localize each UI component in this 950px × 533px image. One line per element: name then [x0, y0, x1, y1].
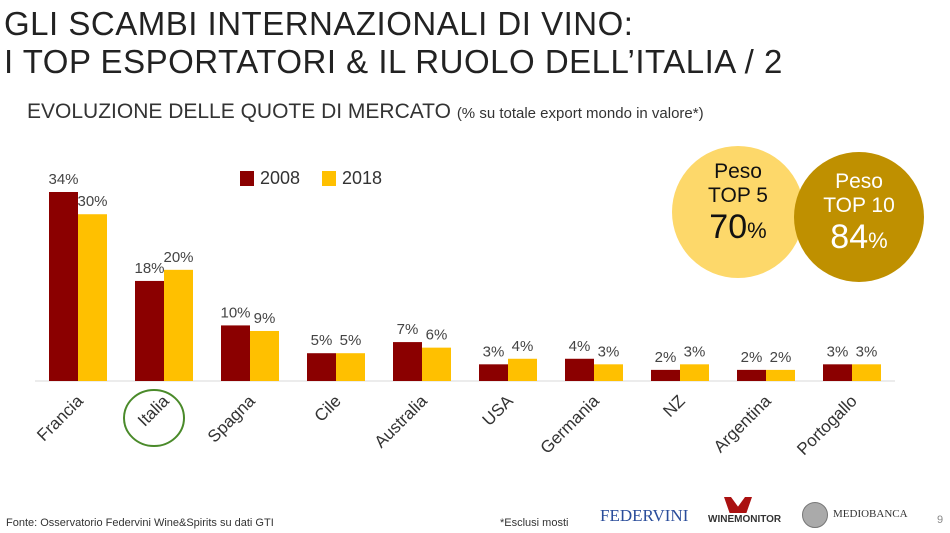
- title-line-1: GLI SCAMBI INTERNAZIONALI DI VINO:: [4, 5, 634, 42]
- data-label-2008-australia: 7%: [397, 321, 419, 338]
- top10-value: 84: [830, 218, 869, 256]
- chart-subtitle: (% su totale export mondo in valore*): [456, 105, 704, 122]
- page-number: 9: [937, 514, 944, 526]
- winemonitor-logo: WINEMONITOR: [708, 514, 782, 525]
- data-label-2018-portogallo: 3%: [856, 343, 878, 360]
- data-label-2018-germania: 3%: [598, 343, 620, 360]
- bar-2018-germania: [594, 364, 623, 381]
- top5-unit: %: [747, 218, 767, 243]
- bar-2018-italia: [164, 269, 193, 381]
- bar-2008-nz: [651, 369, 680, 381]
- mediobanca-logo: MEDIOBANCA: [833, 508, 908, 520]
- bar-2008-italia: [135, 280, 164, 381]
- data-label-2018-spagna: 9%: [254, 310, 276, 327]
- data-label-2018-italia: 20%: [163, 249, 193, 266]
- data-label-2008-argentina: 2%: [741, 349, 763, 366]
- legend-swatch-2018: [322, 171, 336, 186]
- category-label-usa: USA: [479, 391, 518, 430]
- highlight-circle: [123, 389, 185, 447]
- data-label-2008-francia: 34%: [48, 171, 78, 188]
- top10-line2: TOP 10: [823, 194, 895, 217]
- data-label-2018-argentina: 2%: [770, 349, 792, 366]
- data-label-2008-spagna: 10%: [220, 304, 250, 321]
- category-label-portogallo: Portogallo: [793, 391, 861, 459]
- top10-line1: Peso: [835, 170, 883, 193]
- data-label-2008-italia: 18%: [134, 260, 164, 277]
- top5-line1: Peso: [714, 160, 762, 183]
- data-label-2008-germania: 4%: [569, 338, 591, 355]
- data-label-2008-nz: 2%: [655, 349, 677, 366]
- legend-label-2018: 2018: [342, 168, 382, 188]
- bar-2008-usa: [479, 364, 508, 381]
- bar-2018-cile: [336, 353, 365, 381]
- category-label-spagna: Spagna: [204, 391, 259, 446]
- legend-swatch-2008: [240, 171, 254, 186]
- bar-2018-usa: [508, 358, 537, 381]
- bar-2008-cile: [307, 353, 336, 381]
- bar-2008-spagna: [221, 325, 250, 381]
- category-label-cile: Cile: [311, 391, 345, 425]
- bar-2018-argentina: [766, 369, 795, 381]
- category-label-germania: Germania: [537, 391, 604, 458]
- bar-2008-germania: [565, 358, 594, 381]
- chart-title-text: EVOLUZIONE DELLE QUOTE DI MERCATO: [27, 100, 451, 123]
- data-label-2018-nz: 3%: [684, 343, 706, 360]
- top5-value: 70: [709, 208, 748, 246]
- source-note: Fonte: Osservatorio Federvini Wine&Spiri…: [6, 517, 274, 529]
- bar-2018-australia: [422, 347, 451, 381]
- mediobanca-seal-icon: [802, 502, 828, 528]
- category-label-italia: Italia: [134, 391, 173, 430]
- category-label-argentina: Argentina: [710, 391, 775, 456]
- federvini-logo: FEDERVINI: [600, 506, 689, 525]
- bar-2018-portogallo: [852, 364, 881, 381]
- category-label-nz: NZ: [659, 391, 688, 420]
- footnote: *Esclusi mosti: [500, 517, 569, 529]
- bar-2018-spagna: [250, 330, 279, 381]
- data-label-2018-cile: 5%: [340, 332, 362, 349]
- data-label-2018-usa: 4%: [512, 338, 534, 355]
- bar-2008-francia: [49, 192, 78, 381]
- data-label-2008-usa: 3%: [483, 343, 505, 360]
- data-label-2008-cile: 5%: [311, 332, 333, 349]
- category-label-australia: Australia: [371, 391, 432, 452]
- title-line-2: I TOP ESPORTATORI & IL RUOLO DELL’ITALIA…: [4, 43, 783, 80]
- bar-2018-francia: [78, 214, 107, 381]
- bar-2008-australia: [393, 342, 422, 381]
- top5-callout: Peso TOP 5 70%: [672, 146, 804, 278]
- data-label-2008-portogallo: 3%: [827, 343, 849, 360]
- top5-line2: TOP 5: [708, 184, 768, 207]
- top10-callout: Peso TOP 10 84%: [794, 152, 924, 282]
- data-label-2018-australia: 6%: [426, 327, 448, 344]
- chart-title: EVOLUZIONE DELLE QUOTE DI MERCATO (% su …: [27, 100, 704, 124]
- category-label-francia: Francia: [33, 391, 87, 445]
- bar-2018-nz: [680, 364, 709, 381]
- data-label-2018-francia: 30%: [77, 193, 107, 210]
- bar-2008-argentina: [737, 369, 766, 381]
- legend-label-2008: 2008: [260, 168, 300, 188]
- bar-2008-portogallo: [823, 364, 852, 381]
- top10-unit: %: [868, 228, 888, 253]
